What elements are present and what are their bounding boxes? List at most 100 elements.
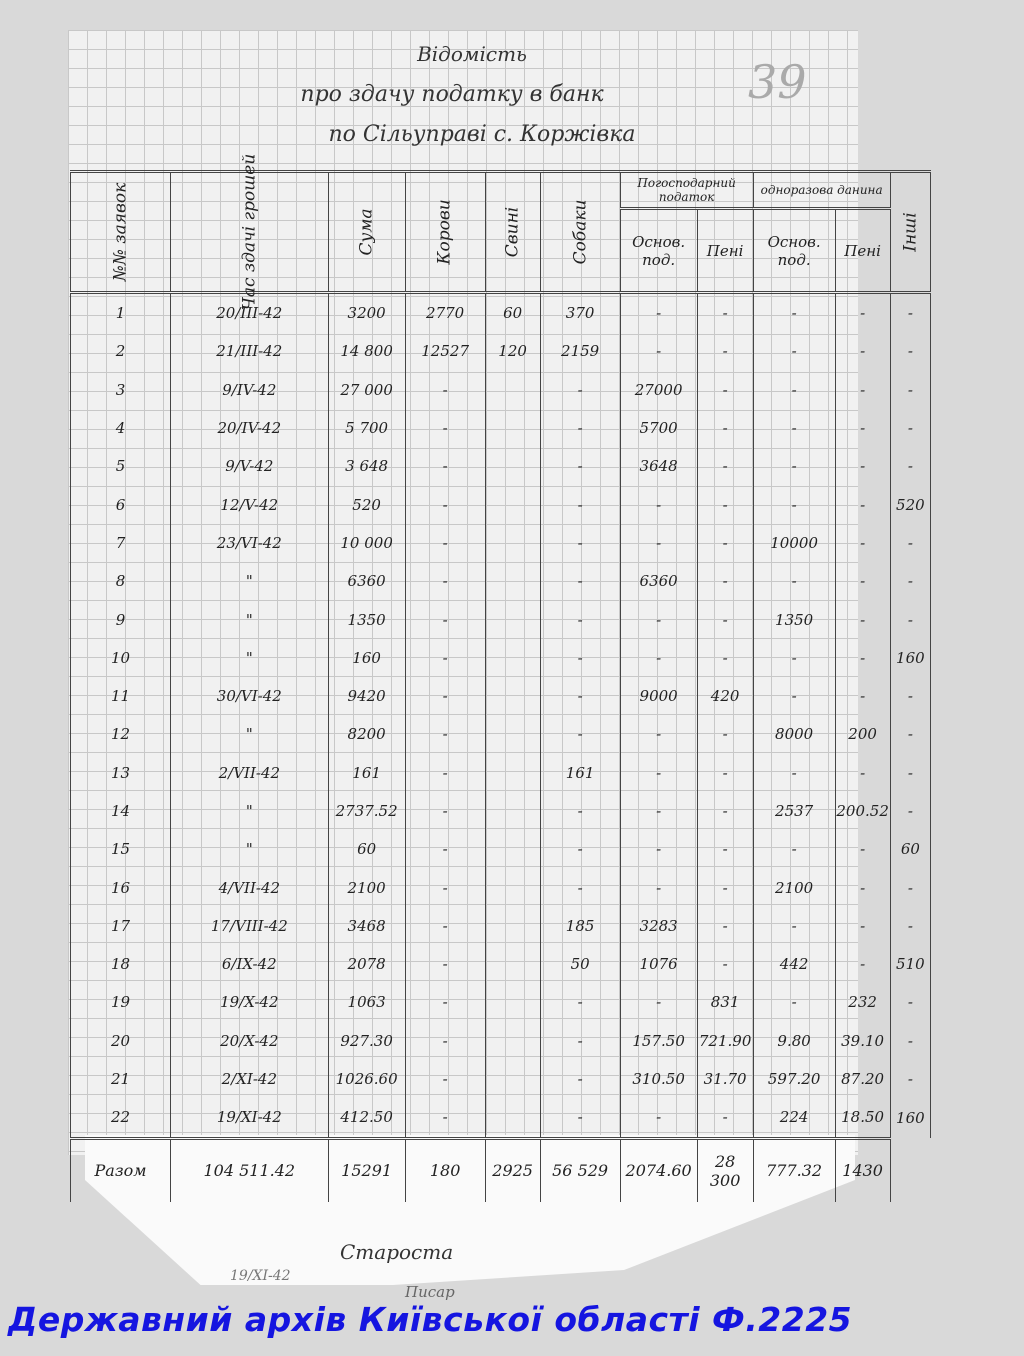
table-cell: - [404,1021,486,1060]
table-cell: 5700 [619,408,698,448]
table-cell: - [889,447,932,486]
table-cell: 232 [834,983,891,1022]
table-cell: - [889,906,932,946]
table-cell: 20/III-42 [170,292,329,333]
table-row: 8 " 6360- -6360- - - - [70,562,932,601]
document-subtitle: про здачу податку в банк [300,82,604,107]
table-cell: 157.50 [619,1021,698,1060]
table-cell: 13 [70,753,171,792]
table-cell: 87.20 [834,1059,891,1099]
table-cell: - [619,791,698,831]
col-sum: Сума [327,170,406,294]
table-cell: - [539,791,621,831]
table-cell: - [696,715,754,754]
table-cell: " [170,562,329,601]
table-row: 3 9/IV-42 27 000- -27000- - - - [70,370,932,409]
table-cell: - [619,332,698,371]
table-cell: 5 700 [327,408,406,448]
table-cell: - [834,292,891,333]
table-cell: 2537 [752,791,836,831]
table-cell: - [834,638,891,677]
table-cell: - [619,753,698,792]
table-cell: 21/III-42 [170,332,329,371]
table-cell: 20/IV-42 [170,408,329,448]
col-other: Інші [889,170,932,294]
col-base-1: Основ. под. [619,207,698,294]
table-cell: 161 [539,753,621,792]
table-cell: 27000 [619,370,698,409]
table-cell: - [834,830,891,869]
table-row: 20 20/X-42 927.30- -157.50 721.90 9.80 39.10- [70,1021,932,1060]
table-cell: - [539,408,621,448]
col-dogs: Собаки [539,170,621,294]
table-cell: - [696,370,754,409]
table-cell: - [404,638,486,677]
signature-clerk-label: Писар [405,1283,455,1301]
table-cell: - [834,600,891,639]
table-cell: - [696,600,754,639]
table-row: 15 " 60- - - - - -60 [70,830,932,869]
total-cell: 104 511.42 [170,1136,329,1202]
table-cell: 200.52 [834,791,891,831]
table-cell: 2737.52 [327,791,406,831]
table-cell: - [752,830,836,869]
table-cell: " [170,715,329,754]
table-cell: 6360 [619,562,698,601]
table-row: 9 " 1350- - - -1350- - [70,600,932,639]
table-cell: 5 [70,447,171,486]
table-cell: 721.90 [696,1021,754,1060]
table-row: 10 " 160- - - - - -160 [70,638,932,677]
table-cell: - [889,715,932,754]
table-cell: 3200 [327,292,406,333]
table-cell: 310.50 [619,1059,698,1099]
table-cell [484,983,541,1022]
table-cell: - [889,1021,932,1060]
table-cell: 520 [889,485,932,524]
table-cell: - [404,523,486,563]
table-row: 6 12/V-42 520- - - - - -520 [70,485,932,524]
table-cell: 2 [70,332,171,371]
table-cell: - [696,945,754,984]
table-cell: - [752,408,836,448]
table-cell: - [696,638,754,677]
table-cell: 3468 [327,906,406,946]
table-cell: 12527 [404,332,486,371]
table-cell: - [696,906,754,946]
document-title: Відомість [417,42,527,66]
table-cell: - [404,906,486,946]
table-cell: - [404,868,486,907]
table-cell: - [696,447,754,486]
col-penalty-1: Пені [696,207,754,294]
table-row: 17 17/VIII-42 3468-185 3283- - - - [70,906,932,946]
table-cell: 831 [696,983,754,1022]
table-cell: - [834,676,891,716]
table-cell: 10000 [752,523,836,563]
table-cell: 8000 [752,715,836,754]
table-cell [484,370,541,409]
table-cell: 23/VI-42 [170,523,329,563]
table-cell: 60 [889,830,932,869]
col-group-one-time-levy: одноразова данина [752,170,891,209]
table-cell [484,868,541,907]
table-cell: - [404,676,486,716]
table-cell: 8200 [327,715,406,754]
table-cell [484,1021,541,1060]
table-cell: - [404,830,486,869]
total-label: Разом [70,1136,171,1202]
table-cell: 21 [70,1059,171,1099]
table-cell: - [889,523,932,563]
table-cell: - [539,523,621,563]
table-cell: - [889,676,932,716]
table-cell: - [539,676,621,716]
table-cell: - [404,1059,486,1099]
table-cell: - [619,292,698,333]
total-cell: 56 529 [539,1136,621,1202]
table-cell: 4/VII-42 [170,868,329,907]
table-cell: - [404,600,486,639]
table-cell: - [696,292,754,333]
table-cell: 161 [327,753,406,792]
table-cell: - [539,1021,621,1060]
table-cell: 160 [889,1098,932,1139]
table-row: 2 21/III-42 14 800 12527 120 2159- - - - - [70,332,932,371]
table-cell: 14 [70,791,171,831]
